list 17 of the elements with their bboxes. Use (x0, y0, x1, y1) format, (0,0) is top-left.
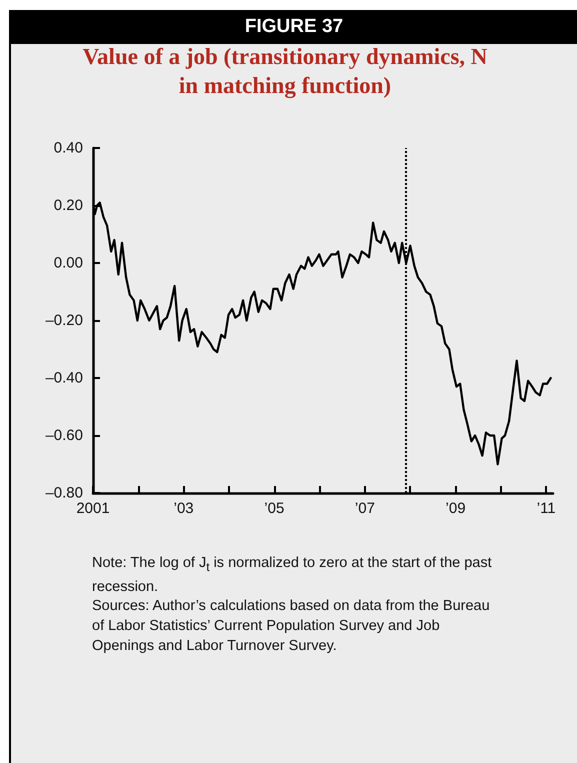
chart-title: Value of a job (transitionary dynamics, N in matching function) (82, 43, 488, 100)
x-tick-label: ’09 (446, 500, 466, 517)
y-tick-label: –0.40 (45, 370, 83, 386)
text: Note: The log of J$_{t}$ is normalized to zero at the start of the past recession. (92, 555, 492, 595)
x-tick-label: ’11 (536, 500, 556, 517)
caption: FIGURE 37 (244, 16, 344, 38)
y-tick-label: 0.20 (54, 197, 83, 214)
y-tick-label: –0.60 (45, 427, 83, 444)
x-tick-label: ’07 (354, 500, 375, 517)
y-tick-label: 0.00 (54, 254, 83, 272)
y-tick-label: –0.20 (45, 312, 83, 329)
source-note: Sources: Author’s calculations based on data from the Bureau of Labor Statistics’ Current Population Survey and Job Openings and Labor Turnover Survey. (92, 597, 491, 656)
y-tick-label: 0.40 (54, 140, 83, 156)
y-tick-label: –0.80 (45, 484, 83, 502)
x-tick-label: ’05 (264, 500, 284, 517)
x-tick-label: 2001 (76, 500, 110, 517)
x-tick-label: ’03 (174, 500, 194, 517)
